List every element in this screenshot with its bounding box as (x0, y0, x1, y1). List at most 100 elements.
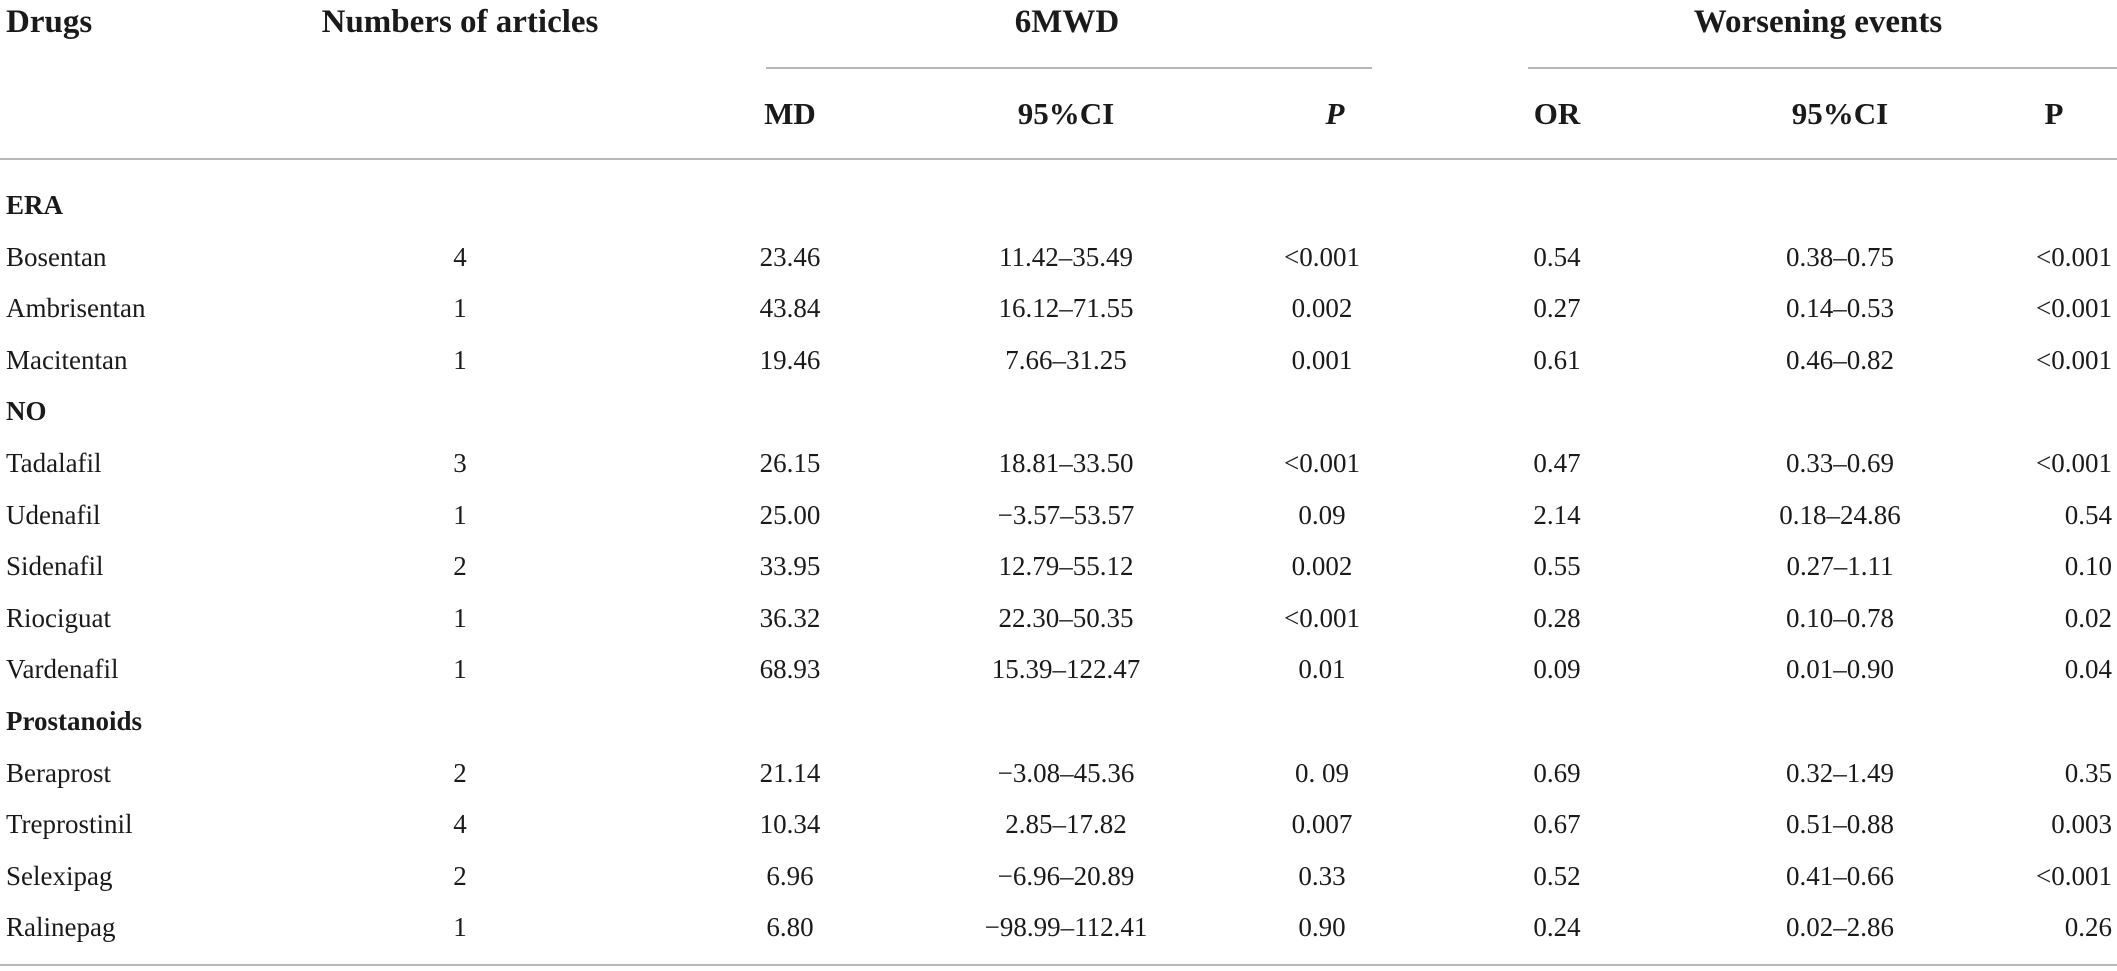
cell-md: 10.34 (759, 809, 821, 839)
group-label: ERA (6, 190, 64, 220)
cell-p-6mwd: <0.001 (1284, 242, 1360, 272)
cell-95ci-6mwd: −6.96–20.89 (997, 861, 1135, 891)
cell-drug: Bosentan (6, 242, 107, 272)
cell-95ci-6mwd: 15.39–122.47 (991, 654, 1141, 684)
cell-md: 36.32 (759, 603, 821, 633)
cell-p-6mwd: 0.01 (1298, 654, 1346, 684)
cell-p-worsening: <0.001 (2036, 293, 2112, 323)
table-bottom-rule (0, 964, 2117, 966)
header-p-6mwd: P (1325, 96, 1345, 131)
cell-p-worsening: 0.02 (2064, 603, 2112, 633)
cell-95ci-worsening: 0.01–0.90 (1786, 654, 1894, 684)
cell-p-6mwd: 0.002 (1291, 551, 1353, 581)
cell-articles: 1 (453, 912, 467, 942)
cell-p-worsening: <0.001 (2036, 448, 2112, 478)
cell-md: 6.96 (766, 861, 814, 891)
header-or: OR (1533, 96, 1581, 131)
cell-articles: 1 (453, 293, 467, 323)
header-95ci-worsening: 95%CI (1791, 96, 1889, 131)
cell-md: 43.84 (759, 293, 821, 323)
cell-95ci-worsening: 0.14–0.53 (1786, 293, 1894, 323)
cell-drug: Tadalafil (6, 448, 102, 478)
header-group-6mwd: 6MWD (1014, 4, 1120, 40)
cell-articles: 1 (453, 654, 467, 684)
cell-drug: Selexipag (6, 861, 113, 891)
cell-95ci-6mwd: −3.57–53.57 (997, 500, 1135, 530)
cell-drug: Vardenafil (6, 654, 119, 684)
cell-articles: 2 (453, 551, 467, 581)
cell-md: 6.80 (766, 912, 814, 942)
cell-95ci-6mwd: −3.08–45.36 (997, 758, 1135, 788)
cell-95ci-6mwd: 22.30–50.35 (998, 603, 1134, 633)
cell-95ci-worsening: 0.51–0.88 (1786, 809, 1894, 839)
cell-md: 25.00 (759, 500, 821, 530)
cell-95ci-6mwd: 16.12–71.55 (998, 293, 1134, 323)
cell-md: 26.15 (759, 448, 821, 478)
cell-95ci-worsening: 0.41–0.66 (1786, 861, 1894, 891)
cell-p-worsening: <0.001 (2036, 345, 2112, 375)
cell-p-worsening: 0.10 (2064, 551, 2112, 581)
cell-95ci-6mwd: 2.85–17.82 (1005, 809, 1127, 839)
cell-articles: 1 (453, 345, 467, 375)
cell-p-6mwd: <0.001 (1284, 448, 1360, 478)
cell-or: 0.69 (1533, 758, 1581, 788)
cell-p-6mwd: 0.33 (1298, 861, 1346, 891)
header-95ci-6mwd: 95%CI (1017, 96, 1115, 131)
cell-95ci-worsening: 0.10–0.78 (1786, 603, 1894, 633)
cell-or: 0.67 (1533, 809, 1581, 839)
cell-95ci-worsening: 0.02–2.86 (1786, 912, 1894, 942)
cell-articles: 2 (453, 758, 467, 788)
cell-or: 0.09 (1533, 654, 1581, 684)
cell-articles: 2 (453, 861, 467, 891)
cell-95ci-worsening: 0.46–0.82 (1786, 345, 1894, 375)
cell-p-worsening: 0.26 (2064, 912, 2112, 942)
cell-p-worsening: 0.54 (2064, 500, 2112, 530)
cell-articles: 1 (453, 500, 467, 530)
cell-drug: Sidenafil (6, 551, 104, 581)
cell-95ci-6mwd: 12.79–55.12 (998, 551, 1134, 581)
cell-md: 21.14 (759, 758, 821, 788)
cell-articles: 4 (453, 242, 467, 272)
cell-p-worsening: <0.001 (2036, 861, 2112, 891)
header-drugs: Drugs (6, 4, 93, 40)
cell-drug: Riociguat (6, 603, 111, 633)
cell-p-6mwd: 0.007 (1291, 809, 1353, 839)
cell-p-worsening: <0.001 (2036, 242, 2112, 272)
cell-md: 19.46 (759, 345, 821, 375)
cell-p-6mwd: 0. 09 (1295, 758, 1349, 788)
cell-md: 68.93 (759, 654, 821, 684)
header-group-worsening-events: Worsening events (1693, 4, 1943, 40)
cell-drug: Ambrisentan (6, 293, 146, 323)
cell-p-worsening: 0.04 (2064, 654, 2112, 684)
cell-md: 23.46 (759, 242, 821, 272)
group-underline-worsening (1528, 67, 2117, 69)
cell-p-worsening: 0.003 (2051, 809, 2112, 839)
cell-or: 0.24 (1533, 912, 1581, 942)
cell-p-6mwd: 0.09 (1298, 500, 1346, 530)
cell-p-worsening: 0.35 (2064, 758, 2112, 788)
cell-or: 0.27 (1533, 293, 1581, 323)
cell-articles: 3 (453, 448, 467, 478)
cell-drug: Macitentan (6, 345, 128, 375)
header-number-of-articles: Numbers of articles (321, 4, 599, 40)
cell-or: 0.55 (1533, 551, 1581, 581)
cell-drug: Beraprost (6, 758, 111, 788)
group-label: NO (6, 396, 47, 426)
cell-95ci-worsening: 0.38–0.75 (1786, 242, 1894, 272)
cell-or: 0.52 (1533, 861, 1581, 891)
cell-95ci-worsening: 0.33–0.69 (1786, 448, 1894, 478)
cell-95ci-6mwd: 11.42–35.49 (999, 242, 1133, 272)
cell-p-6mwd: 0.002 (1291, 293, 1353, 323)
cell-p-6mwd: 0.001 (1291, 345, 1353, 375)
cell-95ci-6mwd: 18.81–33.50 (998, 448, 1134, 478)
cell-95ci-worsening: 0.27–1.11 (1786, 551, 1894, 581)
cell-95ci-6mwd: 7.66–31.25 (1005, 345, 1127, 375)
group-underline-6mwd (766, 67, 1372, 69)
cell-drug: Udenafil (6, 500, 101, 530)
header-bottom-rule (0, 158, 2117, 160)
cell-articles: 1 (453, 603, 467, 633)
cell-drug: Treprostinil (6, 809, 133, 839)
cell-or: 0.54 (1533, 242, 1581, 272)
group-label: Prostanoids (6, 706, 143, 736)
